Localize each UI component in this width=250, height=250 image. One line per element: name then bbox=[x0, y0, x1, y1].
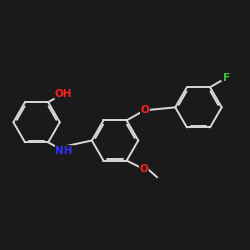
Text: O: O bbox=[140, 105, 149, 115]
Text: OH: OH bbox=[55, 89, 72, 99]
Text: NH: NH bbox=[56, 146, 73, 156]
Text: F: F bbox=[222, 74, 230, 84]
Text: O: O bbox=[140, 164, 148, 174]
